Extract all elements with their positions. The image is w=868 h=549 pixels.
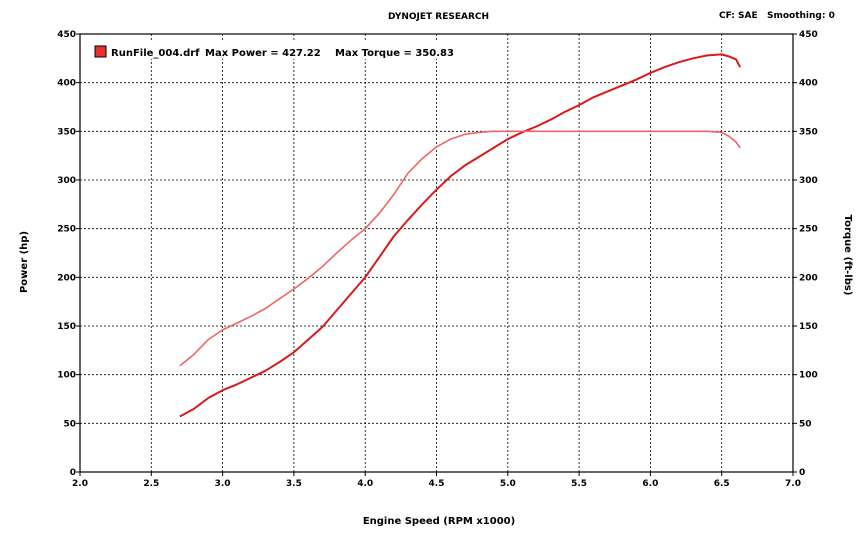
y-tick-label-left: 200 bbox=[57, 273, 76, 283]
y-tick-label-right: 450 bbox=[799, 30, 818, 40]
y-tick-label-right: 200 bbox=[799, 273, 818, 283]
y-axis-title-right: Torque (ft-lbs) bbox=[842, 215, 853, 296]
y-tick-label-left: 400 bbox=[57, 79, 76, 89]
series-line-power bbox=[179, 53, 742, 418]
y-tick-label-right: 250 bbox=[799, 225, 818, 235]
series-lines bbox=[179, 53, 742, 418]
y-axis-title-left: Power (hp) bbox=[19, 231, 30, 293]
x-tick-label: 2.5 bbox=[143, 479, 159, 489]
y-tick-label-right: 150 bbox=[799, 322, 818, 332]
legend-file-label: RunFile_004.drf bbox=[111, 48, 200, 59]
x-tick-label: 5.0 bbox=[500, 479, 516, 489]
legend-max-power: Max Power = 427.22 bbox=[205, 48, 321, 59]
y-tick-label-right: 350 bbox=[799, 127, 818, 137]
x-tick-label: 3.5 bbox=[286, 479, 302, 489]
chart-title: DYNOJET RESEARCH bbox=[388, 12, 490, 22]
y-tick-label-left: 100 bbox=[57, 371, 76, 381]
legend-box bbox=[90, 41, 460, 59]
y-tick-label-left: 350 bbox=[57, 127, 76, 137]
y-tick-label-left: 50 bbox=[63, 419, 76, 429]
y-tick-label-left: 300 bbox=[57, 176, 76, 186]
series-line-torque bbox=[179, 130, 741, 367]
tick-labels: 2.0 2.5 3.0 3.5 4.0 4.5 5.0 5.5 6.0 6.5 7.00501001… bbox=[57, 30, 818, 489]
x-tick-label: 7.0 bbox=[785, 479, 801, 489]
y-tick-label-right: 100 bbox=[799, 371, 818, 381]
x-tick-label: 4.5 bbox=[429, 479, 445, 489]
y-tick-label-left: 250 bbox=[57, 225, 76, 235]
x-tick-label: 6.5 bbox=[714, 479, 730, 489]
x-tick-label: 6.0 bbox=[642, 479, 658, 489]
y-tick-label-right: 50 bbox=[799, 419, 812, 429]
legend: RunFile_004.drf Max Power = 427.22 Max T… bbox=[90, 41, 460, 59]
cf-label: CF: SAE bbox=[719, 11, 758, 21]
y-tick-label-right: 0 bbox=[799, 468, 805, 478]
y-tick-label-left: 450 bbox=[57, 30, 76, 40]
x-tick-label: 3.0 bbox=[215, 479, 231, 489]
x-axis-title: Engine Speed (RPM x1000) bbox=[363, 516, 515, 527]
x-tick-label: 2.0 bbox=[72, 479, 88, 489]
legend-swatch bbox=[94, 45, 107, 58]
grid bbox=[80, 34, 793, 472]
y-tick-label-right: 300 bbox=[799, 176, 818, 186]
x-tick-label: 5.5 bbox=[571, 479, 587, 489]
y-tick-label-left: 150 bbox=[57, 322, 76, 332]
x-tick-label: 4.0 bbox=[357, 479, 373, 489]
smoothing-label: Smoothing: 0 bbox=[767, 11, 835, 21]
legend-max-torque: Max Torque = 350.83 bbox=[335, 48, 454, 59]
y-tick-label-right: 400 bbox=[799, 79, 818, 89]
y-tick-label-left: 0 bbox=[70, 468, 76, 478]
